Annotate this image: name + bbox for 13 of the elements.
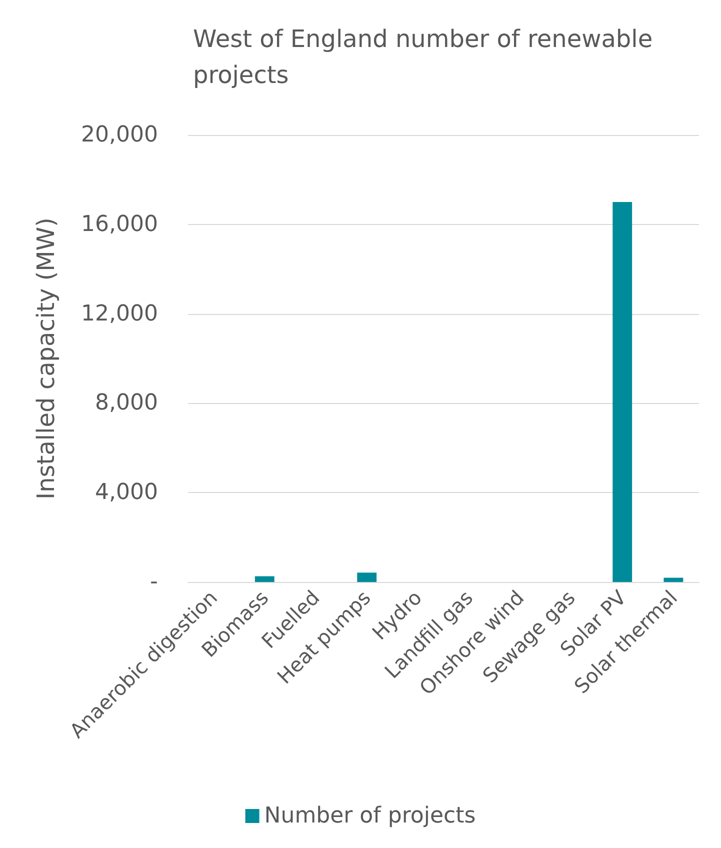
y-tick-label: 8,000: [95, 390, 158, 416]
y-tick-label: 20,000: [81, 122, 158, 148]
y-axis-title: Installed capacity (MW): [32, 218, 60, 500]
bar: [254, 576, 274, 582]
bar: [612, 202, 632, 582]
bar: [664, 578, 684, 582]
bar: [357, 572, 377, 582]
y-tick-label: 4,000: [95, 480, 158, 506]
y-tick-label: -: [150, 570, 158, 594]
legend-label: Number of projects: [264, 804, 476, 828]
y-tick-label: 16,000: [81, 212, 158, 237]
chart-title: West of England number of renewable projects: [193, 25, 660, 89]
y-tick-label: 12,000: [81, 301, 158, 326]
